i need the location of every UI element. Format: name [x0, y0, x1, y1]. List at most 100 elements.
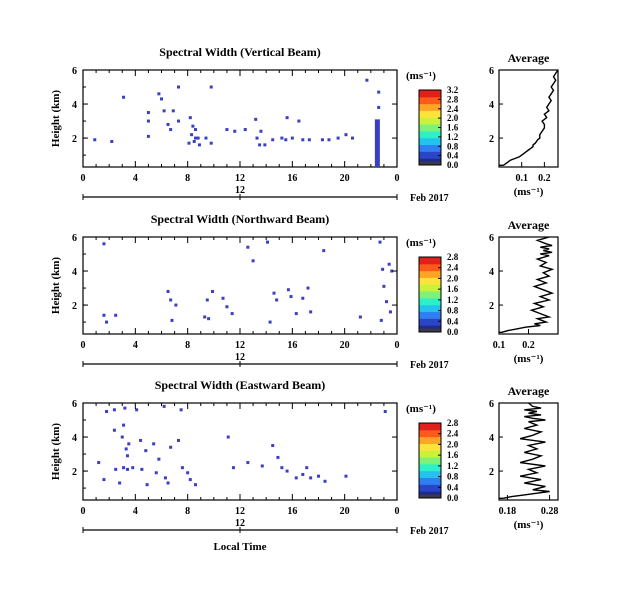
- row2-pixel-15: [246, 245, 250, 249]
- row3-pixel-34: [226, 435, 230, 439]
- row3-colorbar-band-3: [419, 470, 441, 479]
- row2-pixel-34: [385, 300, 389, 304]
- row3-ytick-label-2: 6: [72, 399, 77, 410]
- row3-date-tick-label: 12: [235, 518, 245, 529]
- row3-date-label: Feb 2017: [410, 526, 449, 537]
- row1-avg-xlabel: (ms⁻¹): [514, 186, 544, 198]
- row1-colorbar-label-3: 1.2: [447, 132, 459, 142]
- row2-pixel-7: [170, 318, 174, 322]
- row3-pixel-4: [162, 404, 166, 408]
- row2-pixel-29: [378, 240, 382, 244]
- row1-ylabel: Height (km): [50, 90, 62, 147]
- row2-colorbar-label-6: 2.4: [447, 263, 459, 273]
- row1-pixel-28: [255, 136, 259, 140]
- row1-pixel-34: [290, 136, 294, 140]
- row3-pixel-47: [323, 479, 327, 483]
- row1-date-tick-label: 12: [235, 185, 245, 196]
- row2-avg-xtick-label-1: 0.2: [522, 340, 535, 351]
- row3-xtick-label-3: 12: [235, 506, 245, 517]
- row3-colorbar-band-4: [419, 463, 441, 472]
- row3-plot-frame: [82, 402, 398, 501]
- row2-pixel-33: [382, 284, 386, 288]
- row2-colorbar-band-4: [419, 297, 441, 306]
- row1-xtick-label-0: 0: [81, 173, 86, 184]
- row3-pixel-48: [344, 474, 348, 478]
- row2-avg-line: [501, 236, 555, 333]
- row2-pixel-27: [322, 249, 326, 253]
- row3-avg-ytick-label-0: 2: [489, 467, 494, 478]
- row3-colorbar-band-2: [419, 477, 441, 485]
- row1-colorbar-band-7: [419, 110, 441, 118]
- row3-pixel-43: [301, 472, 305, 476]
- row2-colorbar-floor: [419, 328, 441, 332]
- row3-pixel-16: [169, 445, 173, 449]
- row1-pixel-29: [258, 143, 262, 147]
- row1-pixel-46: [377, 105, 381, 109]
- row3-pixel-28: [186, 471, 190, 475]
- row3-title: Spectral Width (Eastward Beam): [155, 378, 326, 392]
- row2-pixel-18: [272, 291, 276, 295]
- row1-pixel-9: [166, 122, 170, 126]
- row2-title: Spectral Width (Northward Beam): [151, 212, 330, 226]
- row3-pixel-6: [112, 428, 116, 432]
- row1-column-mark: [374, 119, 380, 167]
- row3-pixel-0: [105, 410, 109, 414]
- row2-pixel-23: [294, 312, 298, 316]
- row3-pixel-7: [120, 435, 124, 439]
- row1-pixel-44: [365, 78, 369, 82]
- row3-pixel-10: [124, 447, 128, 451]
- row1-pixel-43: [297, 119, 301, 123]
- row3-pixel-8: [122, 423, 126, 427]
- row1-date-label: Feb 2017: [410, 193, 449, 204]
- row3-pixel-2: [123, 406, 127, 410]
- row1-colorbar-band-4: [419, 130, 441, 139]
- row1-pixel-22: [209, 141, 213, 145]
- row1-avg-title: Average: [508, 51, 550, 65]
- row2-colorbar-label-2: 0.8: [447, 306, 459, 316]
- row1-pixel-32: [280, 136, 284, 140]
- row1-pixel-37: [320, 138, 324, 142]
- row3-colorbar-label-6: 2.4: [447, 429, 459, 439]
- row2-pixel-25: [301, 296, 305, 300]
- row3-pixel-32: [145, 483, 149, 487]
- row1-colorbar-label-2: 0.8: [447, 141, 459, 151]
- row1-pixel-49: [146, 134, 150, 138]
- row3-colorbar-label-2: 0.8: [447, 472, 459, 482]
- row1-pixel-40: [344, 133, 348, 137]
- row1-ytick-label-0: 2: [72, 134, 77, 145]
- row1-pixel-1: [157, 92, 161, 96]
- row2-xtick-label-5: 20: [340, 340, 350, 351]
- row1-avg-ytick-label-2: 6: [489, 66, 494, 77]
- row3-pixel-18: [97, 461, 101, 465]
- row2-ytick-label-0: 2: [72, 301, 77, 312]
- row3-avg-ytick-label-1: 4: [489, 433, 494, 444]
- row3-colorbar-band-10: [419, 423, 441, 431]
- row3-pixel-17: [177, 438, 181, 442]
- row1-pixel-38: [327, 138, 331, 142]
- row1-pixel-26: [254, 117, 258, 121]
- row3-pixel-35: [231, 466, 235, 470]
- row1-data-points: [93, 78, 381, 147]
- row2-pixel-2: [105, 320, 109, 324]
- row1-pixel-21: [204, 136, 208, 140]
- row2-colorbar-label-5: 2.0: [447, 273, 459, 283]
- row2-pixel-4: [166, 289, 170, 293]
- row2-colorbar-band-5: [419, 291, 441, 299]
- row1-pixel-33: [284, 138, 288, 142]
- row1-pixel-15: [190, 133, 194, 137]
- row3-avg-xtick-label-0: 0.18: [499, 506, 517, 517]
- row2-pixel-36: [379, 318, 383, 322]
- row1-colorbar-label-8: 3.2: [447, 85, 459, 95]
- row3-xlabel: Local Time: [213, 541, 266, 553]
- row1-pixel-14: [194, 128, 198, 132]
- row3-pixel-25: [163, 476, 167, 480]
- row1-colorbar-band-8: [419, 103, 441, 111]
- row2-xtick-label-1: 4: [133, 340, 138, 351]
- row1-pixel-11: [177, 119, 181, 123]
- row2-data-points: [102, 240, 394, 324]
- row3-pixel-26: [166, 481, 170, 485]
- row3-ylabel: Height (km): [50, 423, 62, 480]
- row3-pixel-23: [140, 467, 144, 471]
- row1-xtick-label-5: 20: [340, 173, 350, 184]
